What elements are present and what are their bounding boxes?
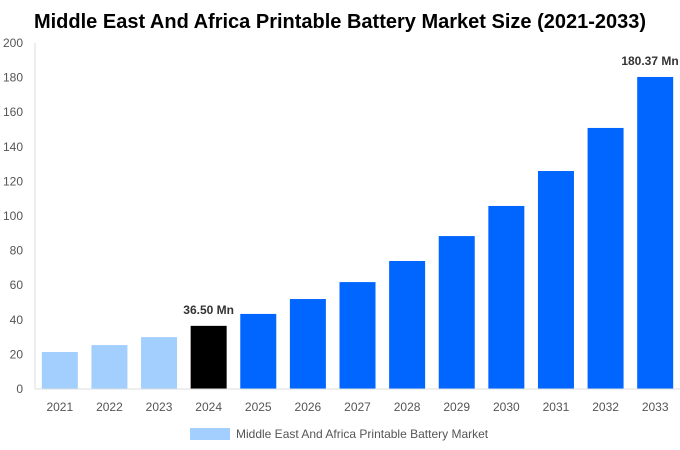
x-tick-label: 2029 <box>443 400 470 414</box>
bar-2021[interactable] <box>41 351 78 389</box>
x-tick-label: 2023 <box>146 400 173 414</box>
legend-label: Middle East And Africa Printable Battery… <box>236 427 489 441</box>
x-tick-label: 2031 <box>543 400 570 414</box>
bar-2032[interactable] <box>587 127 624 390</box>
y-tick-label: 140 <box>3 140 23 154</box>
bar-2031[interactable] <box>537 171 574 389</box>
data-label: 36.50 Mn <box>183 303 234 317</box>
bar-2024[interactable] <box>190 325 227 389</box>
x-tick-label: 2033 <box>642 400 669 414</box>
bar-2025[interactable] <box>240 313 277 389</box>
bar-2022[interactable] <box>91 345 128 389</box>
bar-2029[interactable] <box>438 236 475 389</box>
data-label: 180.37 Mn <box>621 54 678 68</box>
bar-2023[interactable] <box>141 337 178 389</box>
x-tick-label: 2021 <box>46 400 73 414</box>
legend-swatch <box>190 428 230 440</box>
bar-2026[interactable] <box>289 299 326 389</box>
bars: 36.50 Mn 180.37 Mn <box>41 54 679 390</box>
chart-title: Middle East And Africa Printable Battery… <box>34 11 646 33</box>
y-tick-label: 20 <box>10 347 24 361</box>
y-tick-label: 80 <box>10 244 24 258</box>
y-tick-label: 200 <box>3 36 23 50</box>
y-tick-label: 180 <box>3 71 23 85</box>
y-axis: 0 20 40 60 80 100 120 140 160 180 200 <box>3 36 36 396</box>
y-tick-label: 60 <box>10 278 24 292</box>
x-tick-label: 2030 <box>493 400 520 414</box>
y-tick-label: 160 <box>3 105 23 119</box>
bar-2030[interactable] <box>488 205 525 389</box>
legend[interactable]: Middle East And Africa Printable Battery… <box>190 427 489 441</box>
x-tick-label: 2025 <box>245 400 272 414</box>
y-tick-label: 40 <box>10 313 24 327</box>
x-tick-label: 2026 <box>295 400 322 414</box>
bar-2028[interactable] <box>389 260 426 389</box>
x-tick-label: 2024 <box>195 400 222 414</box>
bar-2027[interactable] <box>339 282 376 389</box>
bar-2033[interactable] <box>637 76 674 389</box>
y-tick-label: 0 <box>16 382 23 396</box>
x-tick-label: 2022 <box>96 400 123 414</box>
y-tick-label: 100 <box>3 209 23 223</box>
x-tick-label: 2028 <box>394 400 421 414</box>
x-tick-label: 2027 <box>344 400 371 414</box>
x-tick-label: 2032 <box>592 400 619 414</box>
y-tick-label: 120 <box>3 174 23 188</box>
x-axis: 2021 2022 2023 2024 2025 2026 2027 2028 2029 2030… <box>35 388 680 414</box>
